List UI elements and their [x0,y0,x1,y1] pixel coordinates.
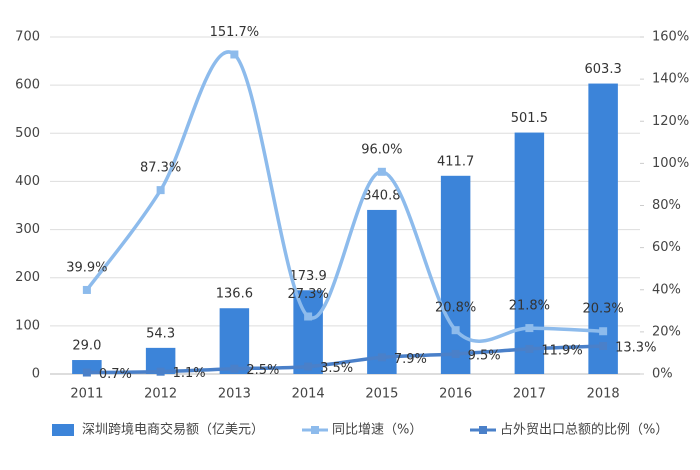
bar [588,83,618,375]
bar [72,360,102,374]
x-tick-label: 2014 [292,387,325,402]
line-marker [304,362,313,371]
line-marker [82,368,91,377]
y-tick-label: 300 [15,222,40,237]
bar-value-label: 54.3 [146,326,175,341]
line-value-label: 21.8% [509,299,550,314]
line-marker [304,312,313,321]
x-tick-label: 2017 [513,387,546,402]
y-tick-label: 100 [15,318,40,333]
bar-value-label: 29.0 [72,339,101,354]
legend-swatch [52,424,74,436]
line-marker [230,364,239,373]
y-tick-label: 700 [15,30,40,45]
line-value-label: 87.3% [140,161,181,176]
bar-value-label: 136.6 [216,287,253,302]
line-marker [377,353,386,362]
line [86,344,604,375]
y2-tick-label: 120% [652,114,689,129]
bar-value-label: 173.9 [290,269,327,284]
line-value-label: 7.9% [394,352,427,367]
y2-tick-label: 60% [652,240,681,255]
line-value-label: 39.9% [66,260,107,275]
x-tick-label: 2018 [587,387,620,402]
bar [219,308,250,374]
line-marker [156,186,165,195]
line-value-label: 11.9% [541,343,582,358]
bar [514,132,545,374]
legend-swatch [311,426,319,434]
bar [367,209,397,374]
line-value-label: 151.7% [210,25,260,40]
y2-tick-label: 80% [652,198,681,213]
y2-tick-label: 20% [652,324,681,339]
x-tick-label: 2013 [218,387,251,402]
line-value-label: 0.7% [99,367,132,382]
line-marker [230,50,239,59]
line-marker [82,285,91,294]
line-value-label: 2.5% [246,363,279,378]
line-marker [599,327,608,336]
line-value-label: 9.5% [468,348,501,363]
line-marker [156,367,165,376]
legend-label: 同比增速（%） [332,423,422,438]
line-marker [599,341,608,350]
line-value-label: 13.3% [615,340,656,355]
line-marker [451,349,460,358]
line-value-label: 1.1% [173,366,206,381]
line-value-label: 96.0% [361,142,402,157]
y-tick-label: 400 [15,174,40,189]
line [85,50,604,343]
y2-tick-label: 140% [652,72,689,87]
bar-value-label: 411.7 [437,154,474,169]
y2-tick-label: 40% [652,282,681,297]
y2-tick-label: 100% [652,156,689,171]
line-value-label: 27.3% [287,287,328,302]
line-value-label: 20.8% [435,301,476,316]
y-tick-label: 0 [32,367,40,382]
y2-tick-label: 160% [652,30,689,45]
legend-label: 占外贸出口总额的比例（%） [500,422,668,438]
x-tick-label: 2011 [70,387,103,402]
bar-value-label: 340.8 [363,188,400,203]
line-marker [451,326,460,335]
y-tick-label: 200 [15,270,40,285]
line-marker [525,324,534,333]
legend-label: 深圳跨境电商交易额（亿美元） [82,422,264,438]
y2-tick-label: 0% [652,367,673,382]
x-tick-label: 2012 [144,387,177,402]
bar [293,290,323,374]
line-marker [377,167,386,176]
bar-value-label: 501.5 [511,111,548,126]
bar [440,175,471,374]
line-value-label: 3.5% [320,361,353,376]
line-marker [525,344,534,353]
x-tick-label: 2016 [439,387,472,402]
legend-swatch [479,426,487,434]
bar-value-label: 603.3 [585,62,622,77]
y-tick-label: 600 [15,78,40,93]
y-tick-label: 500 [15,126,40,141]
line-value-label: 20.3% [582,302,623,317]
x-tick-label: 2015 [365,387,398,402]
